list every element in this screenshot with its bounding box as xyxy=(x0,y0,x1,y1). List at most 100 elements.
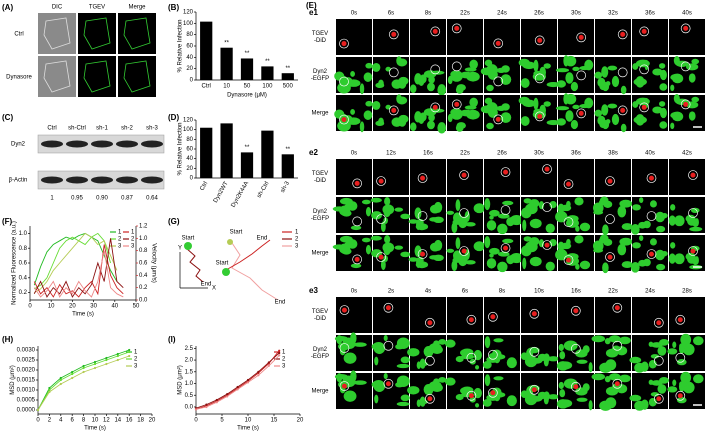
virus-ring xyxy=(352,216,362,227)
panel-label: (E) xyxy=(306,1,317,10)
virus-ring xyxy=(646,249,657,259)
band xyxy=(41,176,63,184)
egfp-blob xyxy=(547,356,559,362)
x-tick-label: 5 xyxy=(220,418,224,424)
y2-tick-label: 0.2 xyxy=(139,285,148,291)
egfp-blob xyxy=(337,82,351,94)
significance: ** xyxy=(245,145,250,151)
egfp-blob xyxy=(373,342,386,355)
egfp-blob xyxy=(429,204,441,214)
egfp-blob xyxy=(396,363,410,369)
egfp-blob xyxy=(444,339,456,348)
virus-ring xyxy=(646,211,657,221)
egfp-blob xyxy=(635,76,645,88)
egfp-blob xyxy=(607,65,618,71)
x-axis-title: Time (s) xyxy=(237,426,259,432)
egfp-blob xyxy=(489,209,500,217)
cell-outline xyxy=(83,60,111,93)
egfp-blob xyxy=(574,197,584,206)
egfp-blob xyxy=(632,204,641,211)
trajectory xyxy=(229,239,279,301)
axis-name: X xyxy=(212,286,216,292)
egfp-blob xyxy=(395,343,404,350)
y-tick-label: 100 xyxy=(183,127,194,133)
y-tick-label: 40 xyxy=(186,156,193,162)
virus-ring xyxy=(529,346,540,357)
virus-ring xyxy=(488,311,498,322)
egfp-blob xyxy=(605,348,619,358)
frame xyxy=(669,297,705,333)
egfp-blob xyxy=(429,217,439,222)
egfp-blob xyxy=(659,339,669,346)
row-label: TGEV xyxy=(312,31,328,37)
row-label: TGEV xyxy=(312,309,328,315)
egfp-blob xyxy=(408,257,418,262)
series-line xyxy=(33,238,124,298)
egfp-blob xyxy=(639,235,644,241)
egfp-blob xyxy=(671,111,683,120)
virus-ring xyxy=(534,111,545,122)
egfp-blob xyxy=(582,383,590,392)
y-tick-label: 0.4 xyxy=(19,275,28,281)
virus-spot xyxy=(614,381,620,387)
y-tick-label: 0.0015 xyxy=(17,378,36,384)
virus-spot xyxy=(391,31,397,37)
bar xyxy=(261,66,274,80)
egfp-blob xyxy=(594,109,603,117)
y-tick-label: 0 xyxy=(190,78,194,84)
virus-ring xyxy=(534,35,545,46)
egfp-blob xyxy=(353,342,367,347)
virus-ring xyxy=(376,214,386,224)
egfp-blob xyxy=(409,122,417,132)
virus-spot xyxy=(578,110,584,116)
egfp-blob xyxy=(363,72,373,82)
virus-spot xyxy=(656,396,662,402)
time-label: 38s xyxy=(608,151,618,157)
egfp-blob xyxy=(572,104,580,110)
cell-outline xyxy=(43,17,71,50)
virus-ring xyxy=(542,202,552,212)
egfp-blob xyxy=(563,55,569,67)
virus-spot xyxy=(454,101,460,107)
x-tick-label: Dyn2WT xyxy=(213,181,230,204)
virus-spot xyxy=(677,317,683,323)
egfp-blob xyxy=(453,212,462,224)
column-header: Merge xyxy=(128,5,146,11)
egfp-blob xyxy=(670,204,676,211)
virus-ring xyxy=(500,243,511,253)
egfp-blob xyxy=(342,337,355,348)
virus-spot xyxy=(341,383,347,389)
egfp-blob xyxy=(475,365,480,370)
egfp-blob xyxy=(482,398,492,407)
frame xyxy=(336,19,372,55)
egfp-blob xyxy=(409,84,417,94)
virus-spot xyxy=(378,254,384,260)
egfp-blob xyxy=(635,114,645,126)
time-label: 0s xyxy=(351,289,357,295)
egfp-blob xyxy=(670,122,675,130)
egfp-blob xyxy=(618,374,631,383)
egfp-blob xyxy=(365,62,373,69)
egfp-blob xyxy=(570,119,579,130)
x-tick-label: 10 xyxy=(223,84,230,90)
egfp-blob xyxy=(486,64,498,76)
egfp-blob xyxy=(639,197,644,203)
virus-ring xyxy=(688,246,698,256)
virus-ring xyxy=(493,38,504,49)
column-header: TGEV xyxy=(89,5,105,11)
egfp-blob xyxy=(635,97,650,106)
egfp-blob xyxy=(497,251,510,257)
egfp-blob xyxy=(493,353,501,364)
y2-tick-label: 1.0 xyxy=(139,236,148,242)
legend-label: 2 xyxy=(131,237,135,243)
virus-spot xyxy=(391,107,397,113)
x-tick-label: Dyn2K44A xyxy=(231,181,251,209)
time-label: 26s xyxy=(534,11,544,17)
row-label: TGEV xyxy=(312,171,328,177)
ratio: 0.64 xyxy=(146,196,158,202)
virus-ring xyxy=(466,352,477,363)
egfp-blob xyxy=(689,226,703,232)
egfp-blob xyxy=(382,204,395,215)
egfp-blob xyxy=(484,336,491,349)
band xyxy=(66,140,88,148)
